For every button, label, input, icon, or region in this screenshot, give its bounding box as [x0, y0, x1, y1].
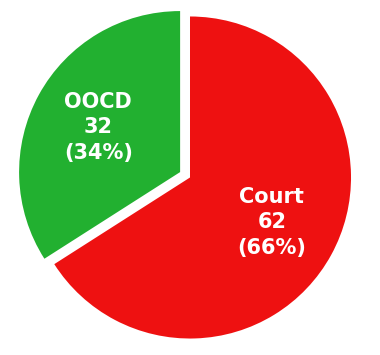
Text: Court
62
(66%): Court 62 (66%): [238, 187, 306, 258]
Text: OOCD
32
(34%): OOCD 32 (34%): [64, 92, 133, 163]
Wedge shape: [54, 16, 351, 339]
Wedge shape: [19, 11, 180, 259]
